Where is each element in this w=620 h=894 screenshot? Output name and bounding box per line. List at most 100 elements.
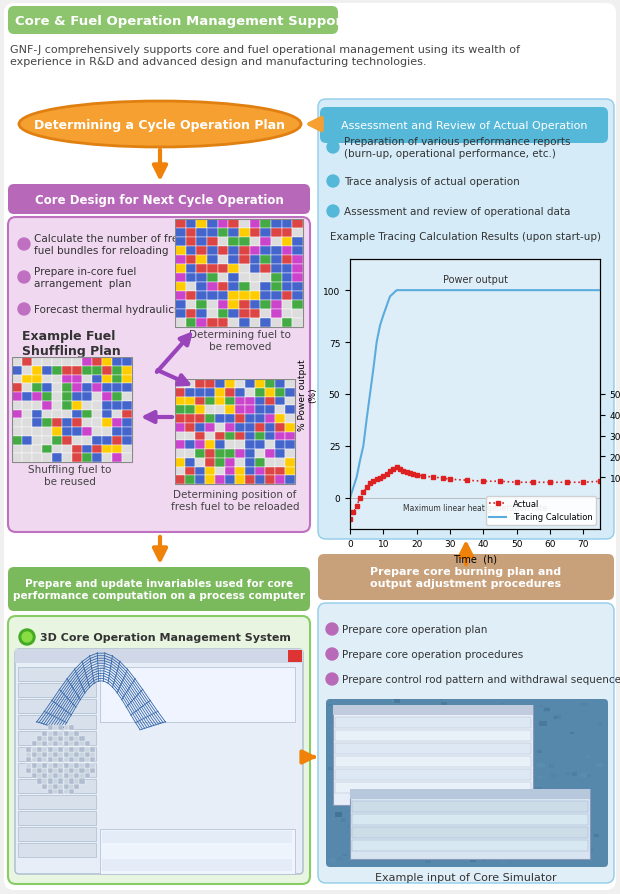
Text: Prepare core burning plan and
output adjustment procedures: Prepare core burning plan and output adj… — [370, 567, 562, 588]
Bar — [185, 229, 197, 238]
Bar — [102, 859, 292, 871]
Bar — [250, 291, 260, 300]
Bar — [90, 746, 95, 752]
Bar — [205, 467, 215, 476]
Bar — [18, 795, 96, 809]
Bar — [218, 318, 228, 327]
Bar — [500, 861, 505, 864]
Bar — [377, 820, 381, 822]
Bar — [333, 705, 533, 715]
Bar — [205, 415, 215, 423]
Bar — [401, 789, 409, 794]
Bar — [235, 459, 245, 467]
Bar — [518, 805, 526, 809]
Bar — [235, 406, 245, 415]
FancyBboxPatch shape — [318, 554, 614, 601]
Bar — [239, 283, 250, 291]
Bar — [175, 309, 185, 318]
Bar — [463, 809, 470, 814]
Bar — [53, 752, 58, 757]
Bar — [228, 283, 239, 291]
Bar — [32, 763, 37, 768]
Y-axis label: % Power output
(%): % Power output (%) — [298, 358, 317, 430]
Bar — [12, 358, 132, 462]
Bar — [485, 771, 489, 772]
Bar — [112, 367, 122, 375]
Bar — [218, 274, 228, 283]
Bar — [347, 765, 352, 769]
Bar — [218, 220, 228, 229]
Bar — [197, 274, 207, 283]
Bar — [275, 406, 285, 415]
Bar — [205, 432, 215, 441]
Bar — [275, 380, 285, 388]
Bar — [175, 247, 185, 256]
Text: Core Design for Next Cycle Operation: Core Design for Next Cycle Operation — [35, 193, 283, 207]
Bar — [541, 820, 549, 824]
Bar — [328, 767, 333, 770]
Bar — [185, 256, 197, 265]
Bar — [37, 779, 42, 784]
Bar — [42, 773, 47, 779]
Bar — [343, 793, 351, 798]
Bar — [225, 423, 235, 432]
Bar — [85, 741, 90, 746]
Bar — [374, 827, 381, 831]
Bar — [260, 283, 271, 291]
Bar — [197, 283, 207, 291]
Bar — [175, 220, 303, 327]
Text: GNF-J comprehensively supports core and fuel operational management using its we: GNF-J comprehensively supports core and … — [10, 45, 520, 66]
Bar — [529, 729, 535, 732]
Bar — [378, 847, 384, 851]
Bar — [42, 418, 52, 427]
Bar — [275, 415, 285, 423]
Bar — [122, 401, 132, 410]
Bar — [349, 788, 356, 792]
Bar — [22, 454, 32, 462]
Bar — [175, 441, 185, 450]
Bar — [48, 784, 53, 789]
Bar — [352, 716, 354, 718]
Bar — [74, 784, 79, 789]
Bar — [225, 441, 235, 450]
Bar — [185, 247, 197, 256]
Bar — [250, 318, 260, 327]
Bar — [122, 392, 132, 401]
Bar — [480, 736, 486, 738]
Bar — [281, 283, 293, 291]
Bar — [63, 763, 69, 768]
Bar — [32, 367, 42, 375]
Bar — [281, 220, 293, 229]
Bar — [52, 367, 62, 375]
Bar — [271, 265, 281, 274]
Bar — [215, 388, 225, 397]
Bar — [22, 384, 32, 392]
Bar — [250, 256, 260, 265]
Bar — [112, 410, 122, 418]
Bar — [32, 768, 37, 773]
Bar — [235, 388, 245, 397]
Bar — [583, 808, 588, 812]
Bar — [265, 432, 275, 441]
Bar — [379, 776, 383, 778]
Bar — [553, 716, 557, 719]
Bar — [102, 831, 292, 843]
Bar — [48, 779, 53, 784]
Bar — [185, 238, 197, 247]
Bar — [69, 773, 74, 779]
Bar — [69, 763, 74, 768]
Bar — [239, 229, 250, 238]
Bar — [343, 854, 347, 856]
Bar — [58, 773, 63, 779]
Bar — [69, 741, 74, 746]
Bar — [102, 384, 112, 392]
Bar — [175, 300, 185, 309]
Bar — [207, 318, 218, 327]
Bar — [410, 774, 417, 778]
Bar — [225, 467, 235, 476]
Bar — [585, 755, 591, 758]
Bar — [185, 283, 197, 291]
Bar — [37, 752, 42, 757]
Bar — [42, 746, 47, 752]
Bar — [92, 454, 102, 462]
